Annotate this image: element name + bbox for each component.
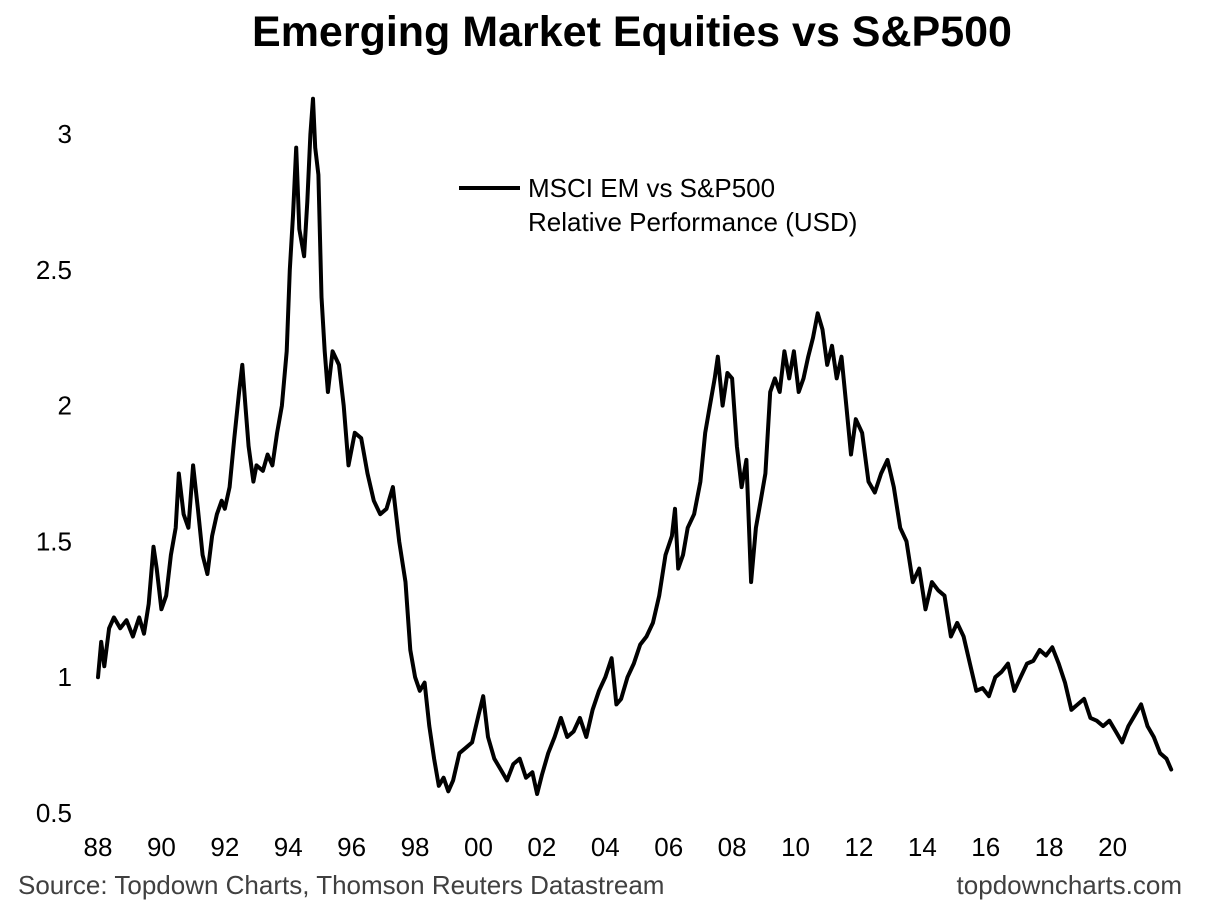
x-tick-label: 14 xyxy=(908,832,937,862)
x-tick-label: 08 xyxy=(718,832,747,862)
x-tick-label: 10 xyxy=(781,832,810,862)
x-tick-label: 18 xyxy=(1035,832,1064,862)
x-tick-label: 88 xyxy=(84,832,113,862)
x-tick-label: 92 xyxy=(210,832,239,862)
x-tick-label: 04 xyxy=(591,832,620,862)
x-tick-label: 16 xyxy=(971,832,1000,862)
source-note: Source: Topdown Charts, Thomson Reuters … xyxy=(18,870,665,900)
x-tick-label: 96 xyxy=(337,832,366,862)
y-tick-label: 1 xyxy=(58,662,72,692)
x-axis-tick-labels: 88 90 92 94 96 98 00 02 04 06 08 10 12 14 16 18 20 xyxy=(84,832,1128,862)
x-tick-label: 06 xyxy=(654,832,683,862)
y-tick-label: 2 xyxy=(58,391,72,421)
y-tick-label: 1.5 xyxy=(36,526,72,556)
x-tick-label: 02 xyxy=(527,832,556,862)
x-tick-label: 00 xyxy=(464,832,493,862)
x-tick-label: 94 xyxy=(274,832,303,862)
y-tick-label: 3 xyxy=(58,119,72,149)
chart-title: Emerging Market Equities vs S&P500 xyxy=(252,8,1012,56)
legend-entry-line2: Relative Performance (USD) xyxy=(528,207,857,237)
x-tick-label: 90 xyxy=(147,832,176,862)
website-label: topdowncharts.com xyxy=(956,870,1182,900)
x-tick-label: 20 xyxy=(1098,832,1127,862)
x-tick-label: 98 xyxy=(401,832,430,862)
y-tick-label: 0.5 xyxy=(36,798,72,828)
x-tick-label: 12 xyxy=(844,832,873,862)
y-axis-tick-labels: 0.5 1 1.5 2 2.5 3 xyxy=(36,119,72,828)
legend-entry-line1: MSCI EM vs S&P500 xyxy=(528,173,775,203)
legend: MSCI EM vs S&P500 Relative Performance (… xyxy=(459,173,857,237)
series-line-msci-em-vs-sp500 xyxy=(96,96,1174,796)
y-tick-label: 2.5 xyxy=(36,255,72,285)
